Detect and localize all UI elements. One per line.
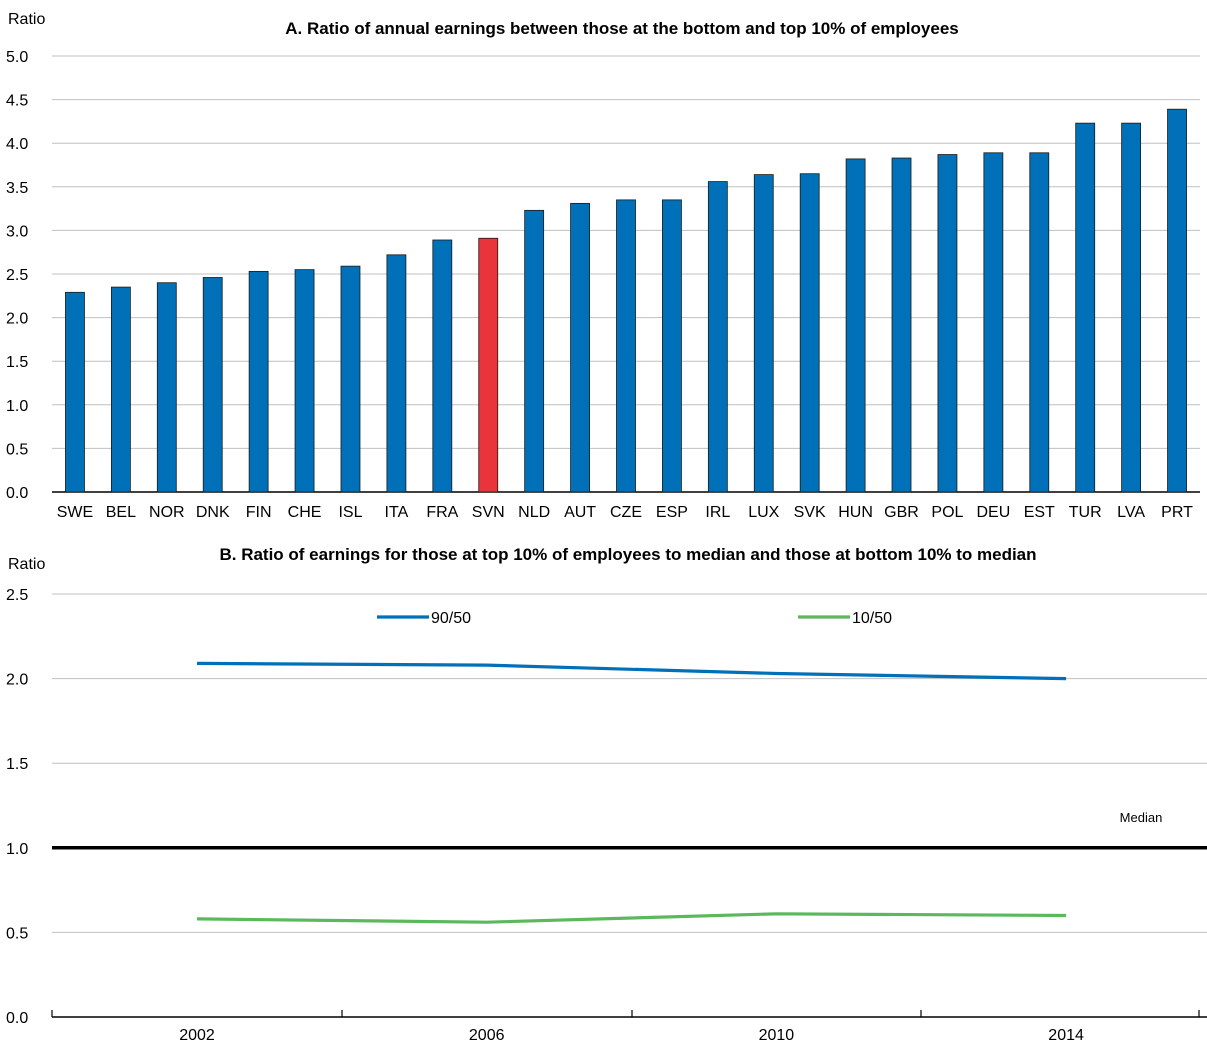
panel-a-x-tick-label: POL [931,504,963,521]
bar-est [1029,152,1050,493]
panel-b-x-tick-label: 2002 [179,1027,215,1042]
panel-b-y-tick-label: 0.5 [6,925,28,942]
panel-b-y-axis-label: Ratio [8,556,45,573]
panel-a-y-tick-label: 2.0 [6,311,28,328]
panel-a-x-tick-label: DNK [196,504,230,521]
panel-a-x-tick-label: NOR [149,504,185,521]
panel-a-x-tick-label: NLD [518,504,550,521]
bar-lux [753,174,774,493]
panel-a-x-tick-label: PRT [1161,504,1193,521]
panel-a-y-tick-label: 5.0 [6,49,28,66]
bar-pol [937,154,958,493]
series-line-90-50 [196,661,1067,681]
panel-b-x-tick-label: 2014 [1048,1027,1084,1042]
median-label: Median [1120,810,1163,825]
bar-lva [1121,122,1142,493]
panel-a-x-tick-label: FRA [426,504,458,521]
bar-fin [248,270,269,493]
panel-b-x-tick-label: 2010 [759,1027,795,1042]
panel-a-x-tick-label: HUN [838,504,873,521]
panel-a-y-tick-label: 0.5 [6,441,28,458]
bar-irl [707,181,728,493]
bar-bel [110,286,131,493]
panel-a-y-tick-label: 4.5 [6,93,28,110]
panel-a-x-tick-label: SWE [57,504,93,521]
panel-a-y-tick-label: 3.5 [6,180,28,197]
panel-a-x-tick-label: ISL [338,504,362,521]
panel-a-y-axis-label: Ratio [8,11,45,28]
panel-b-y-tick-label: 1.5 [6,756,28,773]
panel-a-x-tick-label: LVA [1117,504,1145,521]
panel-a-y-tick-label: 0.0 [6,485,28,502]
panel-a-y-tick-label: 2.5 [6,267,28,284]
legend-label-10-50: 10/50 [852,610,892,627]
bar-cze [616,199,636,493]
panel-a-x-tick-label: CZE [610,504,642,521]
panel-b-y-tick-label: 2.5 [6,587,28,604]
bar-aut [570,202,590,493]
panel-a-x-tick-label: SVN [472,504,505,521]
panel-a-x-tick-label: SVK [794,504,826,521]
panel-a-x-tick-label: GBR [884,504,919,521]
panel-b-title: B. Ratio of earnings for those at top 10… [219,545,1036,564]
panel-a-x-tick-label: DEU [976,504,1010,521]
panel-b-y-tick-label: 1.0 [6,841,28,858]
panel-b-y-tick-label: 2.0 [6,672,28,689]
panel-a-x-tick-label: LUX [748,504,779,521]
panel-a-x-tick-label: CHE [288,504,322,521]
bar-swe [65,291,85,493]
panel-a-y-tick-label: 4.0 [6,136,28,153]
bar-che [294,269,315,493]
bar-fra [432,239,453,493]
panel-a-title: A. Ratio of annual earnings between thos… [285,19,958,38]
bar-hun [845,158,866,493]
panel-a-y-tick-label: 1.5 [6,354,28,371]
panel-a-x-tick-label: AUT [564,504,596,521]
bar-tur [1075,122,1096,493]
bar-svk [799,173,820,493]
panel-a-x-tick-label: BEL [106,504,136,521]
bar-svn [478,237,499,493]
bar-esp [662,199,682,493]
bar-dnk [202,277,223,493]
bar-gbr [891,157,912,493]
panel-a-x-tick-label: TUR [1069,504,1102,521]
panel-a-x-tick-label: EST [1024,504,1055,521]
panel-a-x-tick-label: FIN [246,504,272,521]
bar-nor [156,282,177,493]
panel-a-y-tick-label: 1.0 [6,398,28,415]
panel-a-y-tick-label: 3.0 [6,223,28,240]
bar-ita [386,254,407,493]
panel-b-y-tick-label: 0.0 [6,1010,28,1027]
bar-nld [524,209,545,493]
bar-prt [1167,108,1187,493]
panel-a-x-tick-label: ITA [385,504,409,521]
bar-deu [983,152,1004,493]
panel-a-x-tick-label: ESP [656,504,688,521]
panel-a-x-tick-label: IRL [705,504,730,521]
bar-isl [340,265,361,493]
series-line-10-50 [196,912,1067,924]
panel-b-x-tick-label: 2006 [469,1027,505,1042]
legend-label-90-50: 90/50 [431,610,471,627]
